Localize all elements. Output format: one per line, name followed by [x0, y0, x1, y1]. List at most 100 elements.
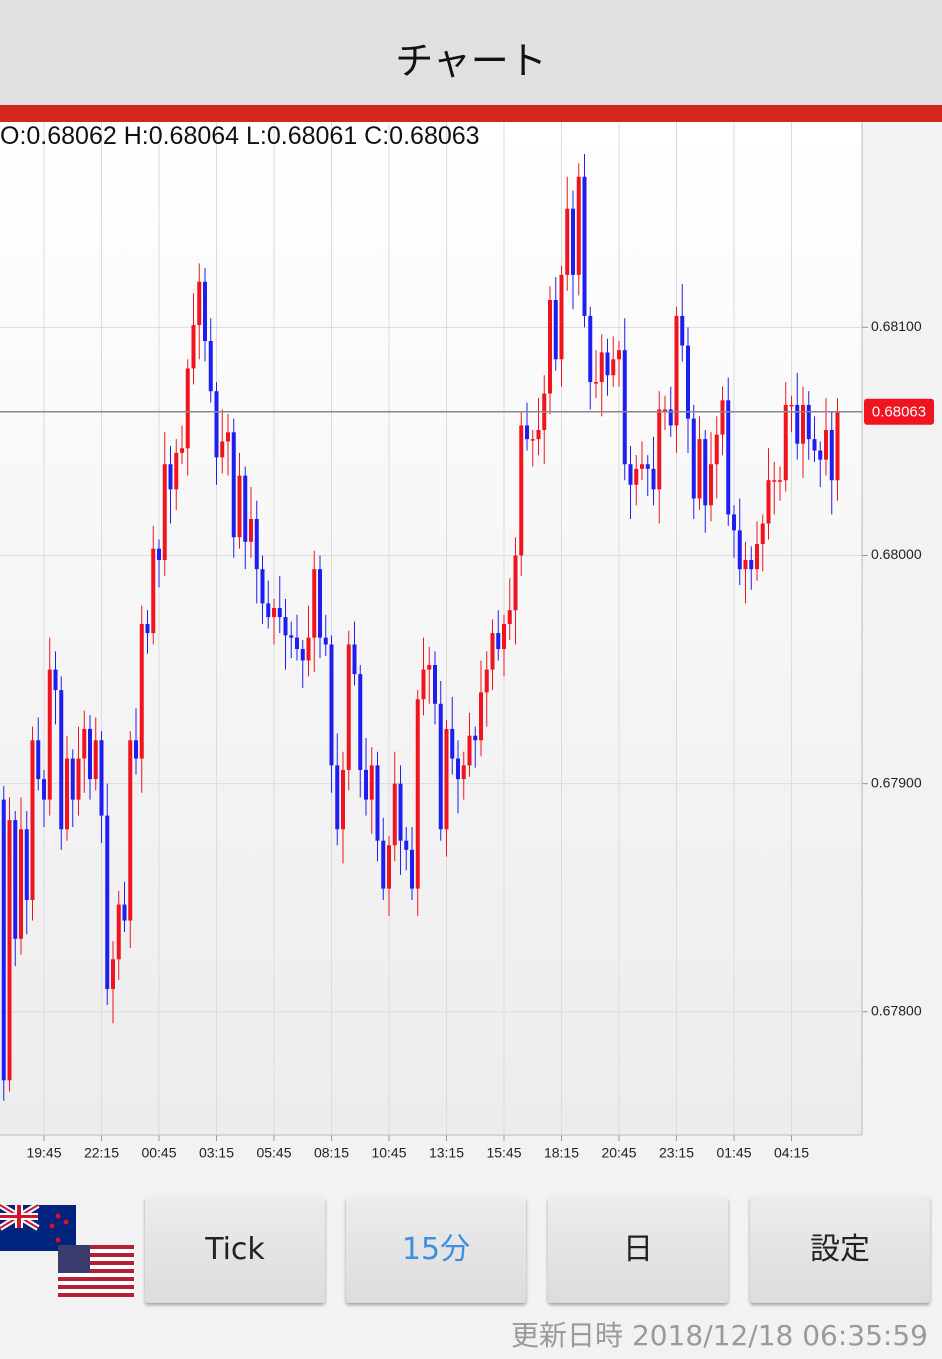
accent-bar: [0, 105, 942, 122]
candle-body: [128, 740, 133, 921]
candle-body: [116, 904, 121, 960]
candle-body: [760, 523, 765, 545]
candle-body: [335, 765, 340, 830]
candle-body: [272, 607, 276, 618]
candle-body: [513, 555, 518, 611]
update-label: 更新日時: [511, 1319, 624, 1352]
candle-body: [697, 439, 702, 499]
candlestick-chart: 0.67800 0.67900 0.68000 0.68100 19:45 22:15 00…: [0, 122, 934, 1161]
candle-body: [168, 464, 173, 490]
candle-body: [622, 350, 627, 465]
candle-body: [42, 779, 46, 800]
candle-body: [818, 450, 823, 460]
x-tick-label: 13:15: [429, 1145, 464, 1161]
candle-body: [415, 699, 420, 889]
candle-body: [36, 740, 41, 780]
candle-body: [243, 475, 248, 542]
x-tick-label: 00:45: [141, 1145, 176, 1161]
candle-body: [778, 480, 782, 482]
candle-body: [467, 735, 472, 766]
candle-body: [185, 368, 190, 449]
15min-button[interactable]: 15分: [346, 1197, 526, 1303]
candle-body: [318, 569, 322, 638]
candle-body: [404, 840, 409, 850]
candle-body: [24, 829, 29, 901]
candle-body: [726, 400, 731, 515]
candle-body: [559, 274, 564, 360]
candle-body: [358, 674, 363, 770]
candle-body: [519, 425, 524, 556]
candle-body: [461, 765, 466, 780]
candle-body: [295, 637, 299, 650]
candle-body: [398, 783, 403, 841]
candle-body: [720, 400, 725, 435]
candle-body: [502, 623, 506, 650]
candle-body: [484, 669, 489, 693]
x-tick-label: 08:15: [314, 1145, 349, 1161]
candle-body: [53, 669, 58, 691]
x-tick-label: 23:15: [659, 1145, 694, 1161]
candle-body: [801, 404, 805, 444]
candle-body: [530, 439, 535, 441]
candle-body: [19, 829, 23, 939]
candle-body: [249, 518, 253, 542]
settings-button[interactable]: 設定: [750, 1197, 930, 1303]
candle-body: [76, 758, 81, 800]
candle-body: [795, 404, 800, 444]
candle-body: [99, 740, 104, 816]
candle-body: [611, 359, 616, 376]
candle-body: [65, 758, 69, 830]
candle-body: [806, 404, 811, 440]
screen-title: チャート: [395, 39, 547, 83]
current-price-badge: [864, 398, 934, 425]
candle-body: [157, 548, 161, 561]
candle-body: [450, 728, 455, 759]
candle-body: [312, 569, 317, 638]
candle-body: [789, 404, 794, 407]
candle-body: [162, 464, 167, 561]
candle-body: [783, 404, 788, 481]
candle-body: [553, 299, 558, 360]
candle-body: [226, 432, 230, 442]
x-tick-label: 04:15: [774, 1145, 809, 1161]
candle-body: [151, 548, 156, 634]
candle-body: [122, 904, 127, 921]
candle-body: [180, 448, 184, 453]
candle-body: [214, 391, 219, 458]
nzd-flag: [0, 1202, 76, 1251]
candle-body: [427, 665, 432, 670]
candle-body: [220, 441, 225, 458]
candle-body: [668, 409, 673, 426]
candle-body: [703, 439, 708, 506]
daily-button[interactable]: 日: [548, 1197, 728, 1303]
candle-body: [749, 560, 754, 570]
ohlc-readout: O:0.68062 H:0.68064 L:0.68061 C:0.68063: [0, 122, 480, 150]
candle-body: [111, 959, 115, 989]
candle-body: [548, 299, 552, 394]
candle-body: [375, 765, 380, 841]
candle-body: [433, 665, 437, 704]
candle-body: [829, 430, 834, 481]
candle-body: [565, 208, 570, 275]
candle-body: [444, 728, 449, 830]
candle-body: [473, 735, 478, 741]
candle-body: [260, 569, 265, 604]
x-tick-label: 05:45: [256, 1145, 291, 1161]
candle-body: [47, 669, 52, 800]
tick-button[interactable]: Tick: [145, 1197, 325, 1303]
candle-body: [392, 783, 397, 846]
candle-body: [82, 728, 87, 759]
candle-body: [13, 820, 18, 939]
candle-body: [709, 464, 713, 506]
x-tick-label: 18:15: [544, 1145, 579, 1161]
candle-body: [582, 176, 587, 316]
x-tick-label: 19:45: [26, 1145, 61, 1161]
candle-body: [1, 799, 6, 1081]
candle-body: [490, 633, 495, 670]
candle-body: [507, 610, 512, 624]
candle-body: [663, 409, 667, 411]
candle-body: [352, 644, 357, 675]
x-tick-label: 15:45: [486, 1145, 521, 1161]
candle-body: [145, 623, 150, 634]
